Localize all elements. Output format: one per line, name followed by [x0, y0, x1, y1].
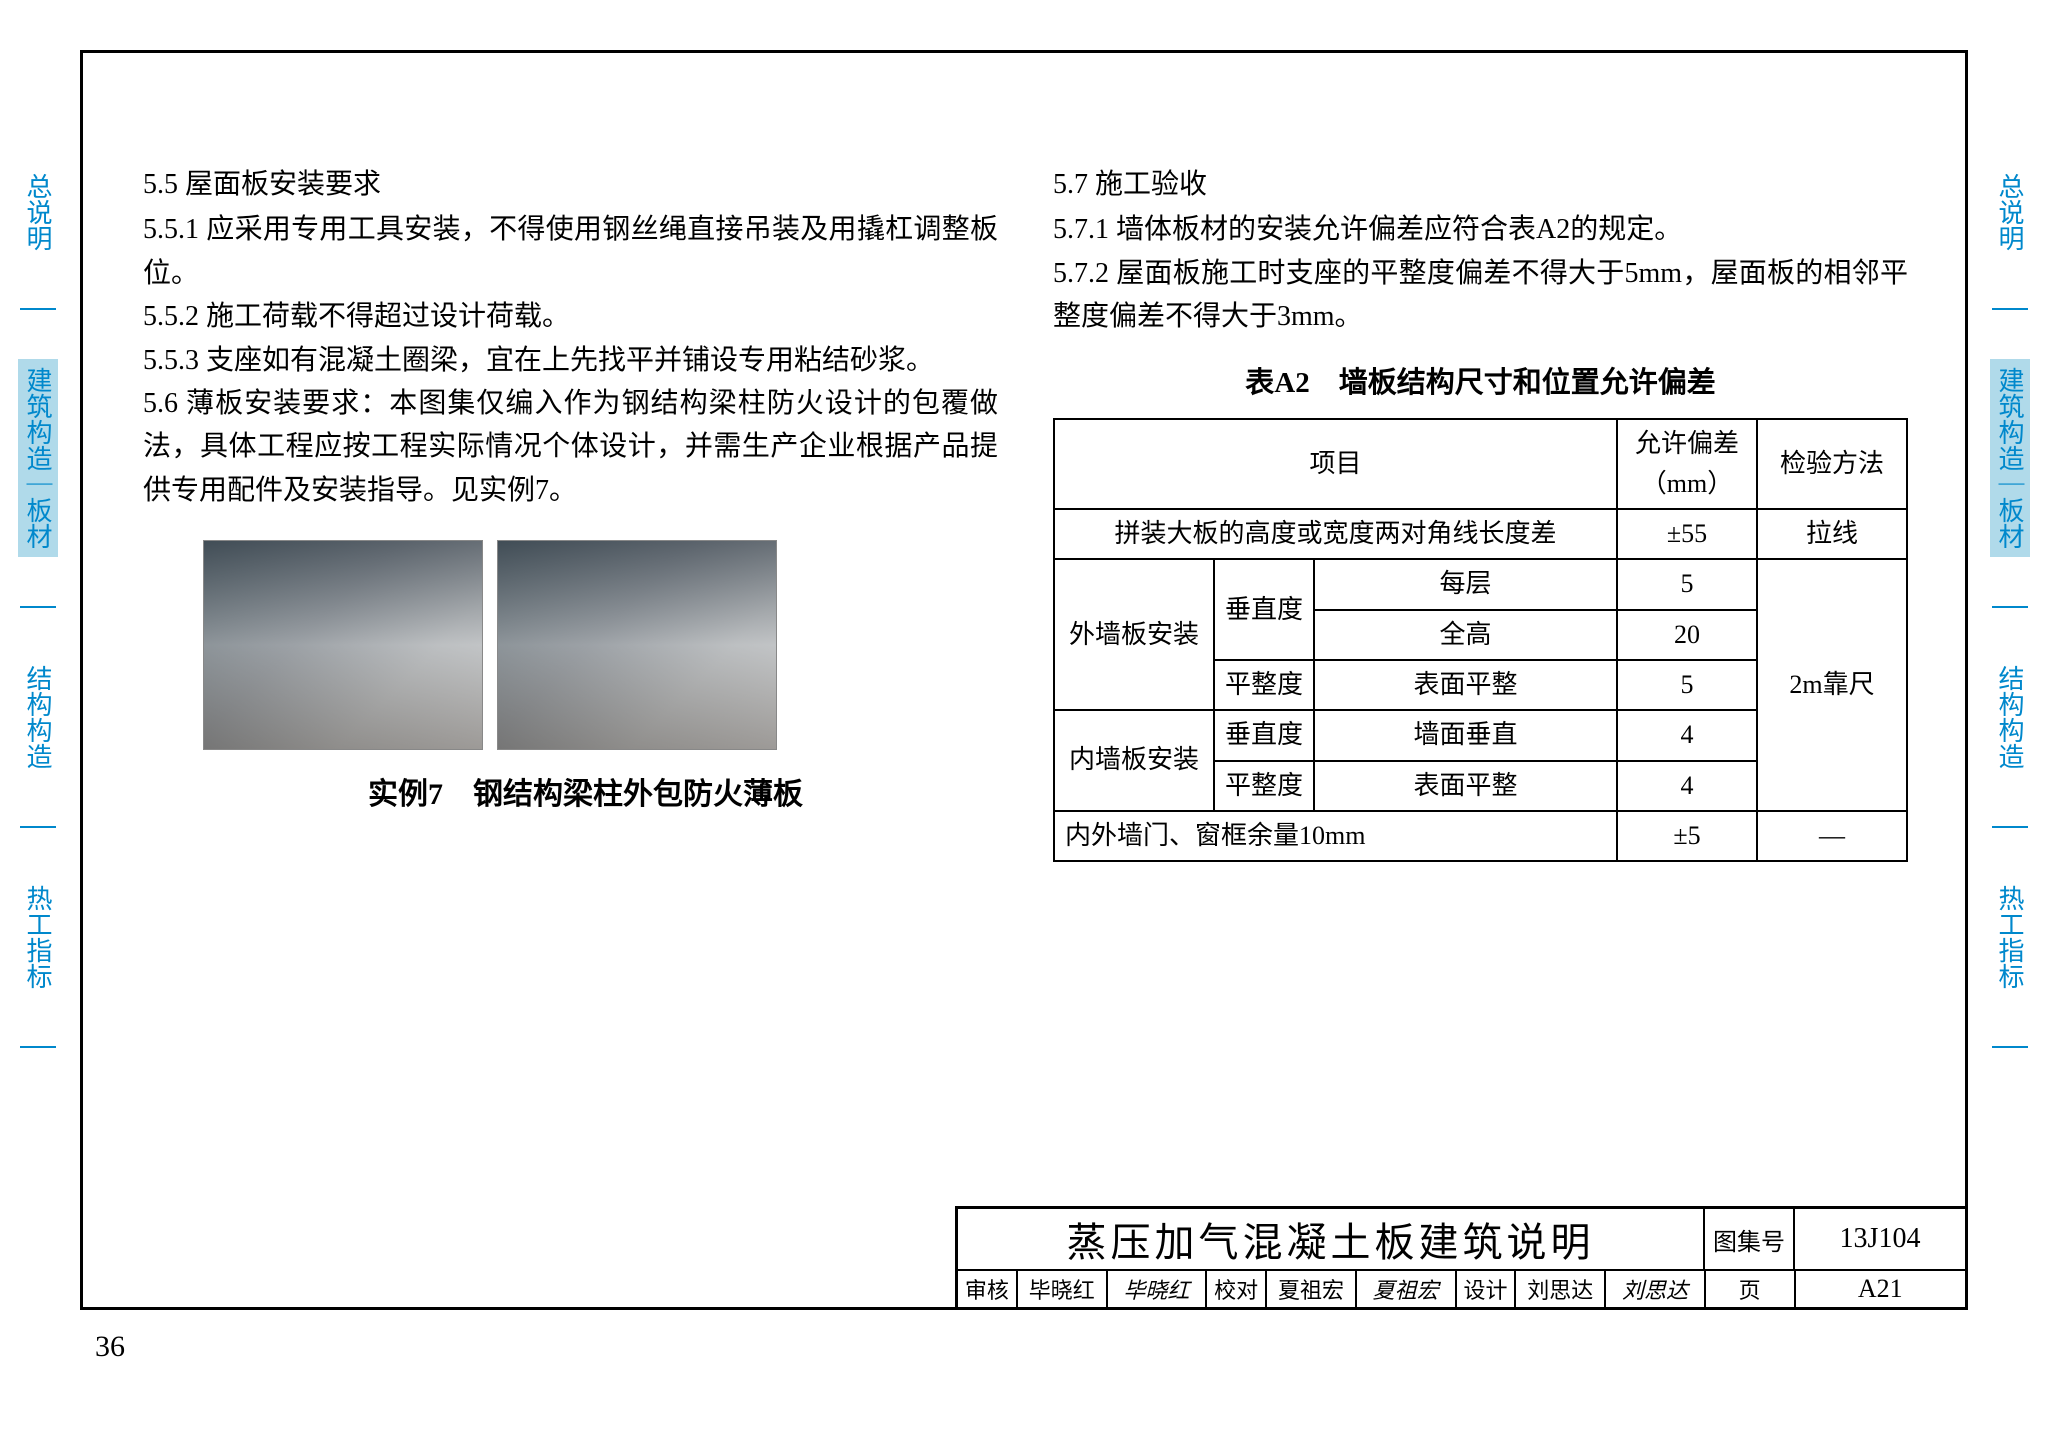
cell: — [1757, 811, 1907, 861]
section-5-7: 5.7 施工验收 [1053, 163, 1908, 206]
para-5-7-1: 5.7.1 墙体板材的安装允许偏差应符合表A2的规定。 [1053, 208, 1908, 251]
page-number: 36 [95, 1330, 125, 1364]
para-5-6: 5.6 薄板安装要求：本图集仅编入作为钢结构梁柱防火设计的包覆做法，具体工程应按… [143, 382, 998, 512]
cell: 表面平整 [1314, 660, 1617, 710]
para-5-5-2: 5.5.2 施工荷载不得超过设计荷载。 [143, 295, 998, 338]
divider [20, 606, 56, 608]
th-item: 项目 [1054, 419, 1617, 510]
divider [1992, 308, 2028, 310]
sidebar-tab-overview[interactable]: 总说明 [18, 165, 58, 259]
cell-group-inner: 内墙板安装 [1054, 710, 1214, 811]
review-label: 审核 [958, 1271, 1018, 1307]
cell-method-2m: 2m靠尺 [1757, 559, 1907, 810]
divider [1992, 1046, 2028, 1048]
example-photos [203, 540, 998, 750]
title-block: 蒸压加气混凝土板建筑说明 图集号 13J104 审核 毕晓红 毕晓红 校对 夏祖… [955, 1206, 1965, 1307]
checker-signature: 夏祖宏 [1357, 1271, 1457, 1307]
section-5-5: 5.5 屋面板安装要求 [143, 163, 998, 206]
cell: ±55 [1617, 509, 1757, 559]
sidebar-tab-structure[interactable]: 结构构造 [18, 657, 58, 777]
cell: 平整度 [1214, 761, 1314, 811]
drawing-title: 蒸压加气混凝土板建筑说明 [958, 1209, 1705, 1269]
designer-name: 刘思达 [1516, 1271, 1606, 1307]
sidebar-tab-building-panel-r[interactable]: 建筑构造｜板材 [1990, 359, 2030, 557]
checker-name: 夏祖宏 [1267, 1271, 1357, 1307]
atlas-number: 13J104 [1795, 1209, 1965, 1269]
sidebar-tab-building-panel[interactable]: 建筑构造｜板材 [18, 359, 58, 557]
cell: 表面平整 [1314, 761, 1617, 811]
divider [20, 826, 56, 828]
sidebar-tab-overview-r[interactable]: 总说明 [1990, 165, 2030, 259]
cell: 垂直度 [1214, 559, 1314, 660]
page-frame: 5.5 屋面板安装要求 5.5.1 应采用专用工具安装，不得使用钢丝绳直接吊装及… [80, 50, 1968, 1310]
page-label: 页 [1706, 1271, 1796, 1307]
divider [20, 1046, 56, 1048]
page-code: A21 [1796, 1271, 1965, 1307]
divider [1992, 606, 2028, 608]
cell: 垂直度 [1214, 710, 1314, 760]
cell: 5 [1617, 559, 1757, 609]
divider [20, 308, 56, 310]
cell-group-outer: 外墙板安装 [1054, 559, 1214, 710]
table-a2-title: 表A2 墙板结构尺寸和位置允许偏差 [1053, 361, 1908, 406]
sidebar-tab-thermal[interactable]: 热工指标 [18, 877, 58, 997]
para-5-5-3: 5.5.3 支座如有混凝土圈梁，宜在上先找平并铺设专用粘结砂浆。 [143, 339, 998, 382]
para-5-7-2: 5.7.2 屋面板施工时支座的平整度偏差不得大于5mm，屋面板的相邻平整度偏差不… [1053, 252, 1908, 339]
para-5-5-1: 5.5.1 应采用专用工具安装，不得使用钢丝绳直接吊装及用撬杠调整板位。 [143, 208, 998, 295]
th-tolerance: 允许偏差（mm） [1617, 419, 1757, 510]
divider [1992, 826, 2028, 828]
design-label: 设计 [1457, 1271, 1517, 1307]
right-column: 5.7 施工验收 5.7.1 墙体板材的安装允许偏差应符合表A2的规定。 5.7… [1053, 163, 1908, 862]
cell: 每层 [1314, 559, 1617, 609]
reviewer-signature: 毕晓红 [1108, 1271, 1208, 1307]
check-label: 校对 [1207, 1271, 1267, 1307]
photo-example7-right [497, 540, 777, 750]
photo-caption: 实例7 钢结构梁柱外包防火薄板 [173, 772, 998, 819]
sidebar-tab-thermal-r[interactable]: 热工指标 [1990, 877, 2030, 997]
th-method: 检验方法 [1757, 419, 1907, 510]
designer-signature: 刘思达 [1606, 1271, 1706, 1307]
cell: ±5 [1617, 811, 1757, 861]
cell: 5 [1617, 660, 1757, 710]
cell: 20 [1617, 610, 1757, 660]
atlas-label: 图集号 [1705, 1209, 1795, 1269]
cell: 拼装大板的高度或宽度两对角线长度差 [1054, 509, 1617, 559]
cell: 4 [1617, 761, 1757, 811]
sidebar-tab-structure-r[interactable]: 结构构造 [1990, 657, 2030, 777]
cell: 全高 [1314, 610, 1617, 660]
cell: 墙面垂直 [1314, 710, 1617, 760]
cell: 4 [1617, 710, 1757, 760]
reviewer-name: 毕晓红 [1018, 1271, 1108, 1307]
cell: 拉线 [1757, 509, 1907, 559]
cell: 内外墙门、窗框余量10mm [1054, 811, 1617, 861]
table-a2: 项目 允许偏差（mm） 检验方法 拼装大板的高度或宽度两对角线长度差 ±55 拉… [1053, 418, 1908, 863]
cell: 平整度 [1214, 660, 1314, 710]
left-column: 5.5 屋面板安装要求 5.5.1 应采用专用工具安装，不得使用钢丝绳直接吊装及… [143, 163, 998, 862]
photo-example7-left [203, 540, 483, 750]
